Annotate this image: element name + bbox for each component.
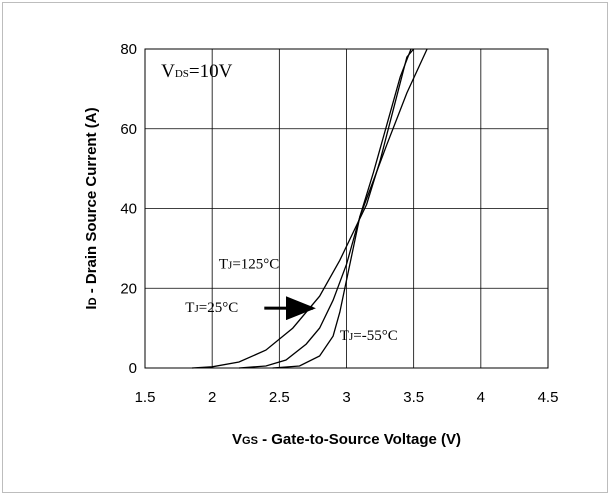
series-line-3: [272, 48, 428, 369]
series-lines: [191, 48, 428, 369]
series-label-3: TJ=-55°C: [340, 328, 398, 344]
x-tick-label: 1.5: [135, 389, 156, 406]
x-tick-label: 4.5: [538, 389, 559, 406]
y-tick-label: 20: [120, 280, 137, 297]
annotations: TJ=125°C TJ=25°C TJ=-55°C VDS=10V: [161, 61, 398, 344]
tick-labels: 1.5 2 2.5 3 3.5 4 4.5 0 20 40 60 80: [120, 41, 558, 406]
y-tick-label: 40: [120, 201, 137, 218]
axis-labels: VGS - Gate-to-Source Voltage (V) ID - Dra…: [83, 107, 461, 448]
y-tick-label: 0: [129, 360, 137, 377]
series-label-1: TJ=125°C: [219, 256, 279, 272]
x-tick-label: 4: [477, 389, 485, 406]
x-tick-label: 2.5: [269, 389, 290, 406]
grid: [144, 48, 549, 369]
series-label-2: TJ=25°C: [185, 300, 238, 316]
y-tick-label: 80: [120, 41, 137, 58]
condition-label: VDS=10V: [161, 61, 233, 82]
x-axis-label: VGS - Gate-to-Source Voltage (V): [232, 431, 461, 448]
y-axis-label: ID - Drain Source Current (A): [83, 107, 100, 309]
x-tick-label: 3: [342, 389, 350, 406]
x-tick-label: 2: [208, 389, 216, 406]
series-line-2: [238, 48, 412, 369]
chart-frame: [2, 2, 608, 493]
series-line-1: [191, 48, 415, 369]
y-tick-label: 60: [120, 121, 137, 138]
x-tick-label: 3.5: [403, 389, 424, 406]
